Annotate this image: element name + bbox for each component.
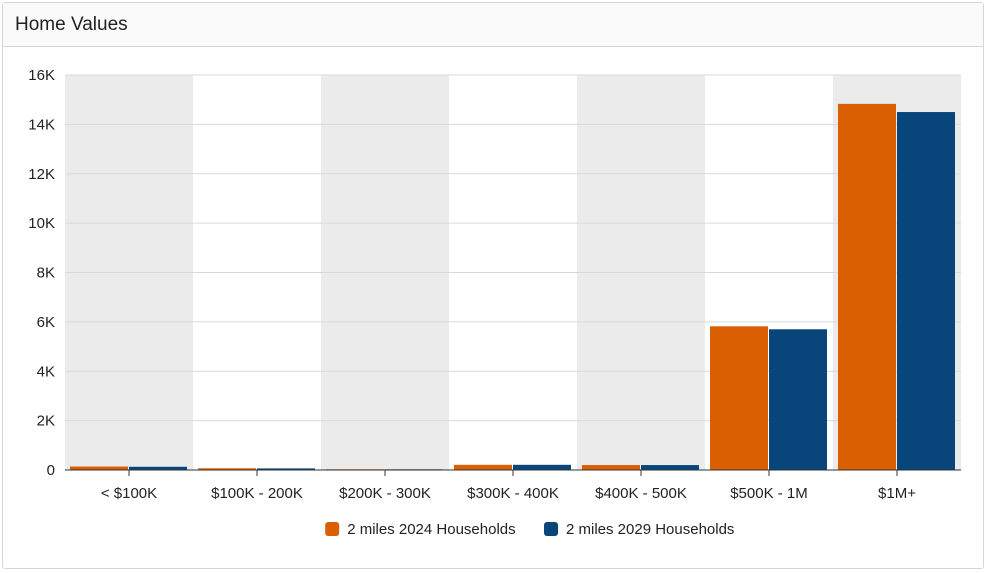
x-tick-label: $1M+ [878,485,916,502]
bar-series1[interactable] [454,464,512,470]
x-tick-label: < $100K [101,485,157,502]
x-tick-label: $200K - 300K [339,485,431,502]
legend-label: 2 miles 2029 Households [566,521,734,538]
y-tick-label: 4K [37,363,55,380]
bar-series1[interactable] [838,103,896,471]
bar-series2[interactable] [257,468,315,470]
bar-series2[interactable] [513,464,571,470]
legend-label: 2 miles 2024 Households [347,521,515,538]
bar-series2[interactable] [129,466,187,470]
bar-chart: 0 2K 4K 6K 8K 10K 12K 14K 16K < $100K $100K - 200K… [28,67,961,538]
panel-title: Home Values [15,13,128,35]
y-tick-label: 2K [37,413,55,430]
y-tick-label: 6K [37,314,55,331]
axes: 0 2K 4K 6K 8K 10K 12K 14K 16K < $100K $100K - 200K… [28,67,961,502]
y-tick-label: 0 [47,462,55,479]
chart-area: 0 2K 4K 6K 8K 10K 12K 14K 16K < $100K $100K - 200K… [3,47,983,568]
x-tick-label: $400K - 500K [595,485,687,502]
legend-swatch [544,522,558,536]
bar-series2[interactable] [641,465,699,470]
bar-series2[interactable] [897,112,955,470]
y-tick-label: 16K [28,67,55,84]
y-tick-label: 10K [28,215,55,232]
x-tick-label: $300K - 400K [467,485,559,502]
legend-item[interactable]: 2 miles 2024 Households [325,521,516,538]
bar-series1[interactable] [710,326,768,470]
bars [70,103,955,471]
bar-series1[interactable] [198,468,256,470]
legend-swatch [325,522,340,536]
y-tick-label: 12K [28,166,55,183]
bar-series1[interactable] [582,465,640,470]
x-tick-label: $500K - 1M [730,485,808,502]
y-tick-label: 14K [28,116,55,133]
legend[interactable]: 2 miles 2024 Households 2 miles 2029 Hous… [325,521,734,538]
panel-header: Home Values [3,3,983,47]
legend-item[interactable]: 2 miles 2029 Households [544,521,734,538]
bar-series1[interactable] [70,466,128,470]
x-tick-label: $100K - 200K [211,485,303,502]
bar-series2[interactable] [769,329,827,470]
y-tick-label: 8K [37,265,55,282]
